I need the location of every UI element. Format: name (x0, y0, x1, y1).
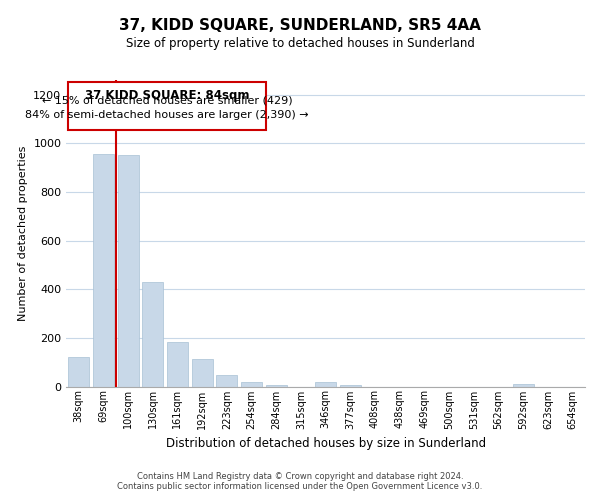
Text: 37, KIDD SQUARE, SUNDERLAND, SR5 4AA: 37, KIDD SQUARE, SUNDERLAND, SR5 4AA (119, 18, 481, 32)
Text: Contains public sector information licensed under the Open Government Licence v3: Contains public sector information licen… (118, 482, 482, 491)
Text: ← 15% of detached houses are smaller (429): ← 15% of detached houses are smaller (42… (42, 96, 293, 106)
X-axis label: Distribution of detached houses by size in Sunderland: Distribution of detached houses by size … (166, 437, 485, 450)
Bar (241, 382, 262, 386)
Text: 84% of semi-detached houses are larger (2,390) →: 84% of semi-detached houses are larger (… (25, 110, 309, 120)
Bar (93, 154, 114, 386)
Bar (191, 358, 212, 386)
Text: Contains HM Land Registry data © Crown copyright and database right 2024.: Contains HM Land Registry data © Crown c… (137, 472, 463, 481)
Bar (167, 342, 188, 386)
Bar (217, 375, 238, 386)
Bar (513, 384, 534, 386)
Bar (315, 382, 336, 386)
Y-axis label: Number of detached properties: Number of detached properties (18, 146, 28, 321)
FancyBboxPatch shape (68, 82, 266, 130)
Text: 37 KIDD SQUARE: 84sqm: 37 KIDD SQUARE: 84sqm (85, 89, 250, 102)
Bar (142, 282, 163, 387)
Bar (118, 156, 139, 386)
Bar (68, 358, 89, 386)
Text: Size of property relative to detached houses in Sunderland: Size of property relative to detached ho… (125, 38, 475, 51)
